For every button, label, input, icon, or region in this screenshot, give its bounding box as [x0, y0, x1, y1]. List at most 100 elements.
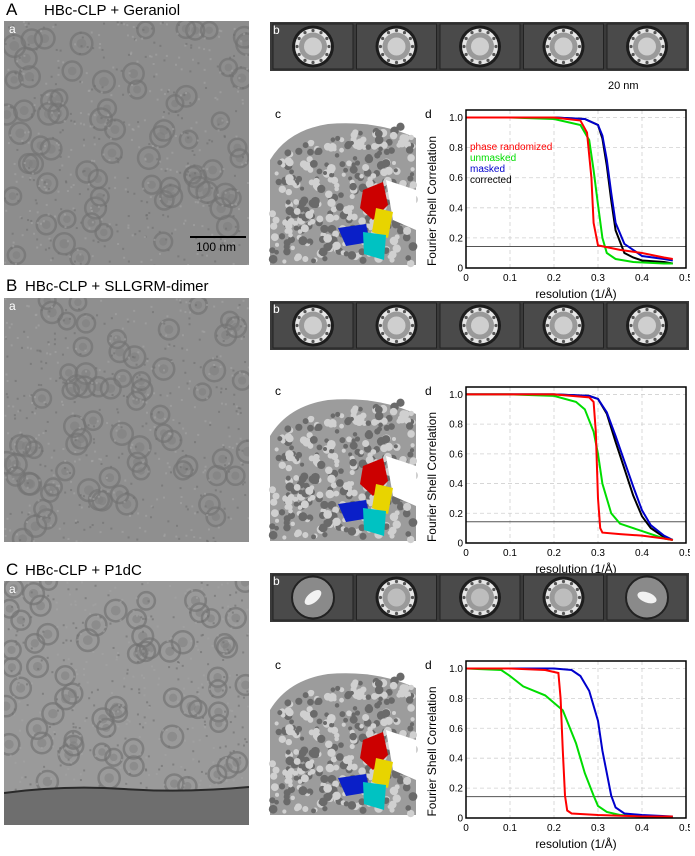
- class-averages-c: [270, 573, 689, 622]
- particle: [184, 588, 208, 613]
- particle: [4, 186, 23, 206]
- particle: [183, 165, 203, 185]
- panel-letter-c: C: [6, 560, 19, 579]
- particle: [4, 103, 18, 126]
- x-tick-label: 0.1: [503, 548, 517, 559]
- series-line-unmasked: [466, 393, 673, 541]
- y-tick-label: 0.2: [449, 784, 463, 795]
- class-average: [439, 23, 521, 70]
- micrograph-b-image: [4, 298, 249, 542]
- y-tick-label: 1.0: [449, 113, 463, 124]
- class-average: [356, 302, 437, 349]
- x-tick-label: 0.5: [679, 273, 690, 284]
- particle: [175, 21, 197, 40]
- particle: [4, 694, 18, 718]
- series-line-phase-randomized: [466, 667, 673, 818]
- particle: [4, 450, 19, 475]
- legend-entry: corrected: [470, 175, 512, 186]
- sub-label-b-b: b: [273, 302, 280, 316]
- particle: [21, 582, 46, 606]
- particle: [210, 111, 231, 131]
- particle: [104, 747, 124, 767]
- grid: [465, 110, 687, 269]
- x-tick-label: 0.1: [503, 823, 517, 834]
- x-axis-label: resolution (1/Å): [535, 836, 616, 851]
- class-average: [523, 23, 604, 70]
- particle: [231, 370, 249, 391]
- x-tick-label: 0.1: [503, 273, 517, 284]
- sub-label-b-c: c: [275, 384, 281, 398]
- particle: [99, 377, 122, 400]
- particle: [10, 609, 32, 631]
- particle: [122, 737, 145, 760]
- particle: [109, 421, 135, 446]
- fsc-chart-c: 0 0.1 0.2 0.3 0.4 0.5 0 0.2 0.4 0.6 0.8 1.0 resoluti…: [424, 655, 690, 852]
- particle: [202, 358, 227, 383]
- particle: [29, 594, 52, 617]
- particle: [225, 465, 246, 486]
- particle: [81, 212, 102, 233]
- legend-entry: phase randomized: [470, 142, 552, 153]
- particle: [92, 742, 112, 762]
- particle: [159, 176, 181, 198]
- particle: [219, 310, 240, 331]
- x-tick-label: 0.3: [591, 273, 605, 284]
- particle: [215, 636, 239, 659]
- particle: [37, 298, 57, 311]
- sub-label-a-d: d: [425, 107, 432, 121]
- particle: [12, 99, 36, 122]
- particle: [162, 687, 184, 709]
- particle: [69, 247, 91, 265]
- y-tick-label: 0.8: [449, 420, 463, 431]
- particle: [72, 336, 94, 358]
- y-tick-label: 0.6: [449, 173, 463, 184]
- particle: [30, 731, 54, 755]
- particle: [213, 182, 238, 208]
- particle: [104, 695, 128, 719]
- particle: [33, 498, 54, 519]
- plot-frame: [465, 109, 687, 269]
- particle: [70, 427, 93, 450]
- class-average: [523, 302, 604, 349]
- particle: [136, 590, 157, 611]
- particle: [61, 682, 84, 705]
- y-tick-label: 0: [457, 814, 463, 825]
- y-tick-label: 0.8: [449, 143, 463, 154]
- particle: [127, 435, 152, 460]
- class-average: [356, 23, 437, 70]
- particle: [94, 222, 114, 242]
- series-line-masked: [466, 667, 673, 818]
- particle: [8, 121, 32, 146]
- micrograph-a: [4, 21, 249, 265]
- particle: [127, 79, 148, 100]
- particle: [31, 388, 53, 409]
- x-axis-label: resolution (1/Å): [535, 286, 616, 301]
- x-axis-label: resolution (1/Å): [535, 561, 616, 576]
- fsc-chart-b: 0 0.1 0.2 0.3 0.4 0.5 0 0.2 0.4 0.6 0.8 1.0 resoluti…: [424, 381, 690, 577]
- series-line-phase-randomized: [466, 393, 673, 541]
- particle: [39, 137, 63, 161]
- particle: [82, 410, 104, 432]
- particle: [234, 581, 249, 594]
- particle: [84, 613, 108, 637]
- sub-label-c-c: c: [275, 658, 281, 672]
- particle: [126, 451, 148, 473]
- particle: [225, 316, 248, 339]
- particle: [26, 655, 50, 679]
- series-line-unmasked: [466, 116, 673, 265]
- particle: [17, 65, 42, 89]
- x-tick-label: 0.4: [635, 273, 649, 284]
- plot-frame: [465, 660, 687, 819]
- y-tick-label: 0: [457, 264, 463, 275]
- particle: [4, 732, 21, 756]
- micrograph-c: [4, 581, 249, 825]
- particle: [174, 84, 198, 108]
- legend-entry: masked: [470, 164, 505, 175]
- particle: [138, 637, 161, 660]
- x-tick-label: 0.5: [679, 548, 690, 559]
- asymmetric-unit: [338, 182, 393, 260]
- particle: [36, 172, 59, 195]
- x-tick-label: 0: [463, 273, 469, 284]
- particle: [98, 466, 121, 489]
- particle: [151, 357, 176, 381]
